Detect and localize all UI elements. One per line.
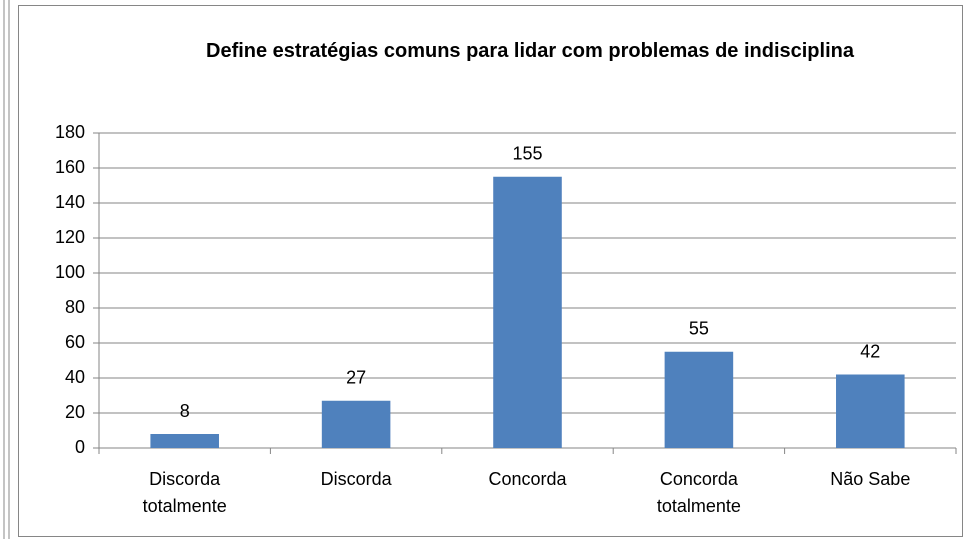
y-tick-label: 100	[55, 262, 85, 282]
x-tick-label: Discorda	[320, 469, 392, 489]
y-tick-label: 180	[55, 122, 85, 142]
y-tick-label: 140	[55, 192, 85, 212]
y-tick-label: 20	[65, 402, 85, 422]
bar	[150, 434, 219, 448]
chart-border	[18, 5, 963, 537]
x-tick-label: Concorda totalmente	[656, 469, 741, 516]
bar	[664, 351, 734, 448]
bar	[321, 400, 391, 448]
x-tick-label: Discorda totalmente	[142, 469, 227, 516]
y-tick-label: 0	[75, 437, 85, 457]
y-tick-label: 160	[55, 157, 85, 177]
x-tick-label: Não Sabe	[830, 469, 911, 489]
y-tick-label: 120	[55, 227, 85, 247]
data-label: 8	[180, 401, 190, 421]
data-label: 42	[860, 341, 880, 361]
chart-title: Define estratégias comuns para lidar com…	[206, 40, 854, 62]
y-tick-label: 40	[65, 367, 85, 387]
data-label: 55	[689, 319, 709, 339]
bar	[493, 176, 562, 448]
bar	[836, 374, 905, 448]
x-tick-label: Concorda	[488, 469, 567, 489]
y-tick-label: 80	[65, 297, 85, 317]
y-tick-label: 60	[65, 332, 85, 352]
data-label: 155	[512, 144, 542, 164]
data-label: 27	[346, 368, 366, 388]
